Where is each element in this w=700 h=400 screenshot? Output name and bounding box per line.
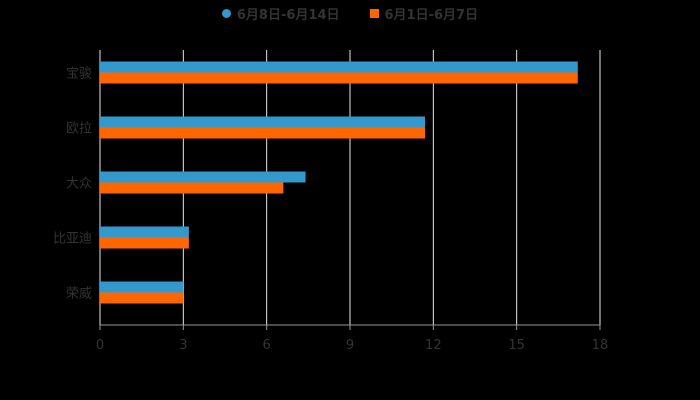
- bar-series-2[interactable]: [100, 182, 284, 194]
- legend-circle-icon: [221, 8, 231, 18]
- legend-item-series-1[interactable]: 6月8日-6月14日: [221, 4, 340, 23]
- legend-square-icon: [369, 8, 379, 18]
- category-label: 大众: [66, 177, 92, 192]
- x-tick-label: 3: [179, 338, 187, 353]
- x-tick-label: 6: [263, 338, 271, 353]
- category-label: 宝骏: [66, 67, 92, 82]
- category-label: 荣威: [66, 287, 92, 302]
- bar-series-2[interactable]: [100, 237, 189, 249]
- category-label: 比亚迪: [53, 232, 92, 247]
- x-tick-label: 0: [96, 338, 104, 353]
- bar-series-1[interactable]: [100, 281, 184, 293]
- legend-label: 6月8日-6月14日: [236, 7, 340, 23]
- bar-series-1[interactable]: [100, 171, 306, 183]
- bar-series-2[interactable]: [100, 292, 184, 304]
- bar-series-1[interactable]: [100, 116, 425, 128]
- x-tick-label: 12: [425, 338, 442, 353]
- bar-series-2[interactable]: [100, 72, 578, 84]
- category-label: 欧拉: [66, 122, 92, 137]
- bar-series-1[interactable]: [100, 61, 578, 73]
- x-tick-label: 9: [346, 338, 354, 353]
- legend-label: 6月1日-6月7日: [384, 7, 479, 23]
- bar-series-2[interactable]: [100, 127, 425, 139]
- x-tick-label: 15: [508, 338, 525, 353]
- x-tick-label: 18: [592, 338, 609, 353]
- legend-item-series-2[interactable]: 6月1日-6月7日: [369, 4, 479, 23]
- bar-series-1[interactable]: [100, 226, 189, 238]
- chart-legend: 6月8日-6月14日 6月1日-6月7日: [0, 4, 700, 23]
